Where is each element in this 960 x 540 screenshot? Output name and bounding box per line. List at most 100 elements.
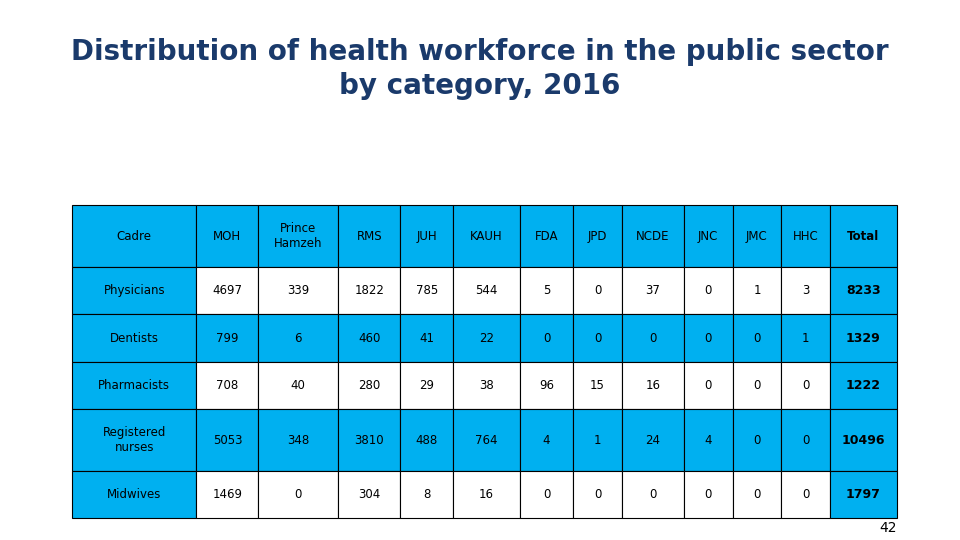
Text: 1: 1 [593,434,601,447]
Text: 3810: 3810 [354,434,384,447]
Text: 38: 38 [479,379,494,392]
Bar [684,314,732,362]
Text: 0: 0 [802,434,809,447]
Text: Prince
Hamzeh: Prince Hamzeh [274,222,323,250]
Text: 0: 0 [542,332,550,345]
Bar [781,471,830,518]
Text: 1: 1 [754,284,760,297]
Text: 544: 544 [475,284,498,297]
Text: 0: 0 [705,488,712,501]
Bar [72,267,197,314]
Text: 488: 488 [416,434,438,447]
Text: Distribution of health workforce in the public sector
by category, 2016: Distribution of health workforce in the … [71,38,889,100]
Text: MOH: MOH [213,230,242,242]
Bar [197,267,258,314]
Text: 0: 0 [802,488,809,501]
Text: 4: 4 [542,434,550,447]
Text: 799: 799 [216,332,239,345]
Bar [573,314,622,362]
Bar [622,205,684,267]
Bar [781,205,830,267]
Bar [573,267,622,314]
Text: 8233: 8233 [846,284,880,297]
Text: 304: 304 [358,488,380,501]
Bar [830,471,897,518]
Bar [573,471,622,518]
Bar [573,205,622,267]
Bar [684,362,732,409]
Text: 10496: 10496 [842,434,885,447]
Text: 5053: 5053 [212,434,242,447]
Bar [197,471,258,518]
Text: Physicians: Physicians [104,284,165,297]
Bar [258,471,338,518]
Bar [258,362,338,409]
Text: 708: 708 [216,379,238,392]
Bar [400,471,453,518]
Bar [732,314,781,362]
Text: 0: 0 [593,488,601,501]
Text: 41: 41 [420,332,434,345]
Text: RMS: RMS [356,230,382,242]
Bar [453,314,520,362]
Bar [830,409,897,471]
Bar [400,314,453,362]
Bar [453,471,520,518]
Bar [732,471,781,518]
Bar [622,267,684,314]
Bar [732,267,781,314]
Text: Registered
nurses: Registered nurses [103,426,166,454]
Text: 6: 6 [295,332,302,345]
Text: 785: 785 [416,284,438,297]
Bar [72,362,197,409]
Text: 16: 16 [645,379,660,392]
Text: 42: 42 [879,521,897,535]
Text: 22: 22 [479,332,494,345]
Bar [338,267,400,314]
Bar [684,205,732,267]
Text: KAUH: KAUH [470,230,503,242]
Bar [453,205,520,267]
Bar [520,267,573,314]
Bar [684,471,732,518]
Text: 0: 0 [295,488,302,501]
Bar [622,471,684,518]
Bar [338,471,400,518]
Text: 1822: 1822 [354,284,384,297]
Bar [258,314,338,362]
Bar [258,205,338,267]
Text: 0: 0 [705,284,712,297]
Text: 764: 764 [475,434,498,447]
Bar [732,409,781,471]
Bar [573,362,622,409]
Bar [453,409,520,471]
Bar [72,314,197,362]
Text: 0: 0 [649,488,657,501]
Bar [573,409,622,471]
Bar [781,409,830,471]
Text: Cadre: Cadre [117,230,152,242]
Text: 40: 40 [291,379,305,392]
Bar [453,362,520,409]
Text: 280: 280 [358,379,380,392]
Bar [197,362,258,409]
Text: JPD: JPD [588,230,607,242]
Bar [684,409,732,471]
Text: Dentists: Dentists [109,332,158,345]
Text: 0: 0 [542,488,550,501]
Text: HHC: HHC [793,230,819,242]
Bar [338,409,400,471]
Text: 16: 16 [479,488,494,501]
Text: 37: 37 [645,284,660,297]
Bar [830,362,897,409]
Text: 0: 0 [754,434,760,447]
Text: 0: 0 [802,379,809,392]
Bar [520,314,573,362]
Text: 1329: 1329 [846,332,880,345]
Text: 8: 8 [423,488,430,501]
Bar [520,471,573,518]
Bar [520,362,573,409]
Bar [622,314,684,362]
Text: JMC: JMC [746,230,768,242]
Text: 1: 1 [802,332,809,345]
